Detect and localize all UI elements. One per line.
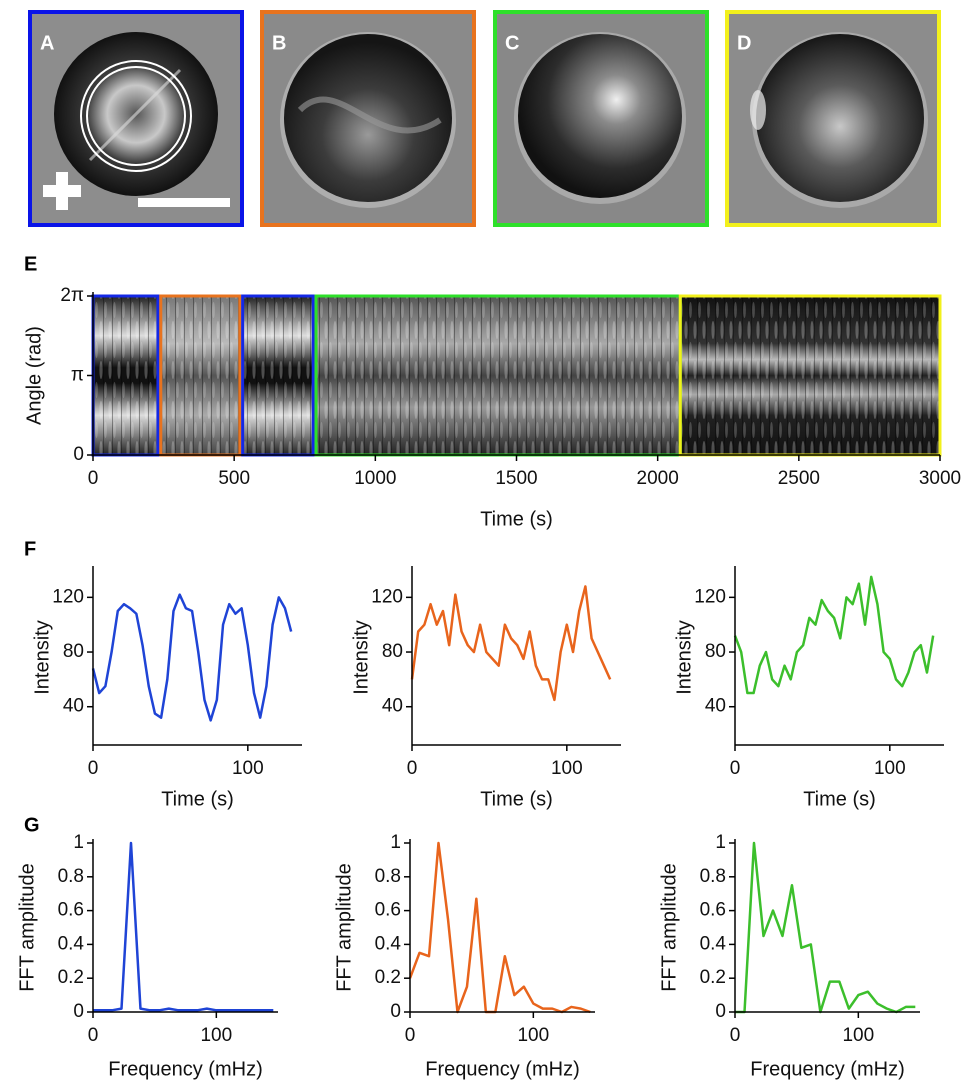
data-line xyxy=(91,593,293,722)
y-tick-label: 1 xyxy=(715,832,726,853)
x-tick-label: 100 xyxy=(232,758,264,779)
data-line xyxy=(408,841,591,1014)
y-tick-label: 80 xyxy=(382,641,403,662)
y-tick-label: 80 xyxy=(705,641,726,662)
y-axis-label: FFT amplitude xyxy=(658,863,680,992)
x-axis-label: Time (s) xyxy=(161,788,234,810)
x-tick-label: 100 xyxy=(517,1025,549,1046)
y-tick-label: 0.6 xyxy=(375,900,401,921)
x-tick-label: 2500 xyxy=(778,468,820,489)
y-tick-label: 0.8 xyxy=(375,866,401,887)
y-tick-label: 40 xyxy=(382,696,403,717)
x-tick-label: 100 xyxy=(874,758,906,779)
image-panel-c xyxy=(493,10,709,227)
x-axis-label: Frequency (mHz) xyxy=(750,1058,904,1080)
y-tick-label: 0.6 xyxy=(58,900,84,921)
scale-bar xyxy=(138,198,230,207)
y-axis-label: Intensity xyxy=(673,620,695,694)
y-tick-label: 2π xyxy=(60,285,84,306)
cell-image xyxy=(518,34,682,198)
y-tick-label: 0.8 xyxy=(700,866,726,887)
y-tick-label: 120 xyxy=(52,586,84,607)
x-axis-label: Time (s) xyxy=(480,788,553,810)
panel-label: F xyxy=(24,538,36,560)
image-panel-a xyxy=(28,10,244,227)
y-axis-label: FFT amplitude xyxy=(16,863,38,992)
y-tick-label: 1 xyxy=(73,832,84,853)
x-tick-label: 3000 xyxy=(919,468,961,489)
y-tick-label: 0 xyxy=(390,1001,401,1022)
y-tick-label: 0.4 xyxy=(700,933,727,954)
x-tick-label: 0 xyxy=(88,1025,99,1046)
y-tick-label: 120 xyxy=(371,586,403,607)
x-tick-label: 0 xyxy=(730,1025,741,1046)
x-tick-label: 0 xyxy=(88,468,99,489)
x-axis-label: Frequency (mHz) xyxy=(425,1058,579,1080)
x-tick-label: 500 xyxy=(218,468,250,489)
x-tick-label: 0 xyxy=(88,758,99,779)
x-axis-label: Frequency (mHz) xyxy=(108,1058,262,1080)
y-tick-label: 40 xyxy=(705,696,726,717)
image-detail xyxy=(750,90,766,130)
y-tick-label: 0.4 xyxy=(58,933,85,954)
x-tick-label: 100 xyxy=(200,1025,232,1046)
x-tick-label: 0 xyxy=(407,758,418,779)
y-tick-label: 0.2 xyxy=(58,967,84,988)
y-tick-label: 0.2 xyxy=(700,967,726,988)
panel-label: A xyxy=(40,32,54,54)
x-axis-label: Time (s) xyxy=(480,508,553,530)
y-tick-label: 0 xyxy=(73,444,84,465)
panel-label: C xyxy=(505,32,519,54)
x-tick-label: 100 xyxy=(551,758,583,779)
image-panel-b xyxy=(260,10,476,227)
x-tick-label: 1000 xyxy=(354,468,396,489)
data-line xyxy=(733,575,935,695)
x-tick-label: 1500 xyxy=(495,468,537,489)
panel-label: B xyxy=(272,32,286,54)
x-tick-label: 2000 xyxy=(637,468,679,489)
panel-label: G xyxy=(24,814,40,836)
y-axis-label: Intensity xyxy=(31,620,53,694)
x-tick-label: 0 xyxy=(405,1025,416,1046)
y-axis-label: FFT amplitude xyxy=(333,863,355,992)
y-tick-label: 0 xyxy=(73,1001,84,1022)
image-detail xyxy=(88,68,182,162)
data-line xyxy=(735,841,916,1014)
panel-label: E xyxy=(24,253,37,275)
data-line xyxy=(410,585,612,702)
y-tick-label: 80 xyxy=(63,641,84,662)
kymograph-texture xyxy=(93,296,940,455)
annotation-ring xyxy=(80,60,192,172)
y-tick-label: 0.4 xyxy=(375,933,402,954)
y-axis-label: Angle (rad) xyxy=(23,326,45,425)
y-tick-label: 1 xyxy=(390,832,401,853)
y-tick-label: 0.8 xyxy=(58,866,84,887)
x-tick-label: 100 xyxy=(842,1025,874,1046)
x-axis-label: Time (s) xyxy=(803,788,876,810)
plus-marker xyxy=(43,185,81,197)
y-axis-label: Intensity xyxy=(350,620,372,694)
panel-label: D xyxy=(737,32,751,54)
image-panel-d xyxy=(725,10,941,227)
y-tick-label: 120 xyxy=(694,586,726,607)
annotation-ring xyxy=(86,66,186,166)
cell-image xyxy=(756,34,924,202)
y-tick-label: 40 xyxy=(63,696,84,717)
y-tick-label: 0.6 xyxy=(700,900,726,921)
image-detail xyxy=(297,96,442,134)
x-tick-label: 0 xyxy=(730,758,741,779)
data-line xyxy=(93,841,274,1012)
y-tick-label: 0.2 xyxy=(375,967,401,988)
y-tick-label: π xyxy=(71,365,84,386)
y-tick-label: 0 xyxy=(715,1001,726,1022)
